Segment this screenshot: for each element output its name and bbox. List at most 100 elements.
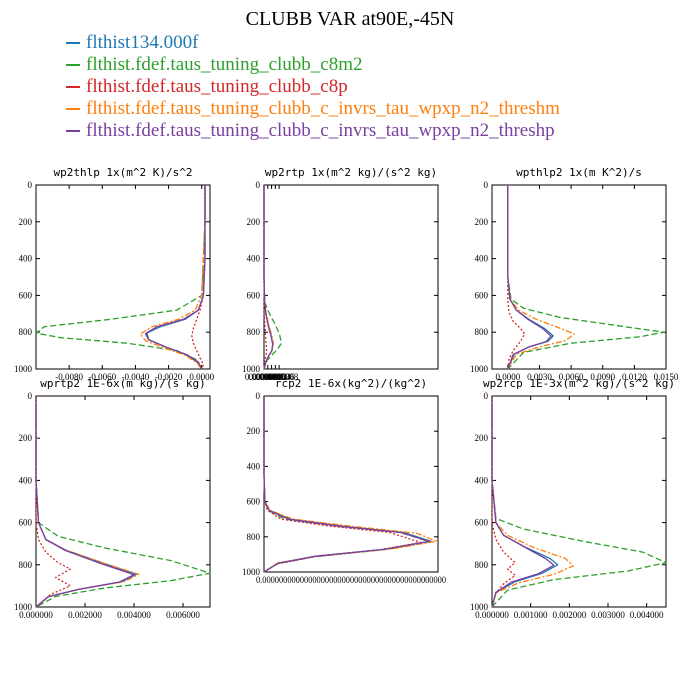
series-line — [35, 185, 206, 370]
x-tick-label: 0.004000 — [117, 610, 151, 620]
y-tick-label: 600 — [247, 290, 261, 300]
panel-frame — [491, 184, 667, 370]
y-tick-label: 1000 — [14, 364, 33, 374]
legend-item: flthist134.000f — [66, 32, 560, 54]
legend-swatch — [66, 130, 80, 132]
y-tick-label: 1000 — [470, 364, 489, 374]
panel-title: wpthlp2 1x(m K^2)/s — [516, 166, 642, 179]
y-tick-label: 400 — [247, 461, 261, 471]
y-tick-label: 400 — [475, 254, 489, 264]
legend-item: flthist.fdef.taus_tuning_clubb_c_invrs_t… — [66, 120, 560, 142]
series-line — [263, 185, 274, 370]
y-tick-label: 600 — [19, 518, 33, 528]
x-tick-label: -0.0060 — [88, 372, 116, 382]
y-tick-label: 0 — [484, 180, 489, 190]
x-tick-label: 0.0000 — [495, 372, 520, 382]
legend-label: flthist.fdef.taus_tuning_clubb_c8m2 — [86, 54, 363, 75]
y-tick-label: 200 — [475, 433, 489, 443]
legend-swatch — [66, 64, 80, 66]
series-line — [35, 396, 211, 608]
y-tick-label: 0 — [28, 391, 33, 401]
series-line — [507, 185, 552, 370]
y-tick-label: 0 — [256, 391, 261, 401]
series-line — [35, 396, 135, 608]
y-tick-label: 800 — [247, 327, 261, 337]
legend-swatch — [66, 86, 80, 88]
y-tick-label: 600 — [19, 290, 33, 300]
series-line — [263, 396, 430, 573]
panel-frame — [263, 395, 439, 573]
panel-title: wp2thlp 1x(m^2 K)/s^2 — [53, 166, 192, 179]
x-tick-label: 0.0090 — [590, 372, 615, 382]
y-tick-label: 200 — [247, 426, 261, 436]
x-tick-label: 0.003000 — [591, 610, 625, 620]
legend-label: flthist.fdef.taus_tuning_clubb_c8p — [86, 76, 348, 97]
series-line — [35, 396, 71, 608]
y-tick-label: 800 — [19, 327, 33, 337]
y-tick-label: 400 — [247, 254, 261, 264]
x-tick-label: 0.001000 — [514, 610, 548, 620]
panel-title: wp2rtp 1x(m^2 kg)/(s^2 kg) — [265, 166, 437, 179]
y-tick-label: 400 — [475, 475, 489, 485]
panel-frame — [263, 184, 439, 370]
series-line — [507, 185, 575, 370]
y-tick-label: 800 — [19, 560, 33, 570]
series-line — [507, 185, 526, 370]
y-tick-label: 800 — [247, 532, 261, 542]
x-tick-label: 0.002000 — [552, 610, 586, 620]
x-tick-label: 0.004000 — [630, 610, 664, 620]
x-tick-label: 0.0000000 — [245, 372, 284, 382]
y-tick-label: 600 — [475, 290, 489, 300]
panel-frame — [35, 184, 211, 370]
y-tick-label: 200 — [19, 217, 33, 227]
y-tick-label: 200 — [475, 217, 489, 227]
y-tick-label: 600 — [247, 497, 261, 507]
legend-item: flthist.fdef.taus_tuning_clubb_c8p — [66, 76, 560, 98]
y-tick-label: 0 — [256, 180, 261, 190]
y-tick-label: 1000 — [470, 602, 489, 612]
y-tick-label: 1000 — [14, 602, 33, 612]
series-line — [507, 185, 665, 370]
legend-item: flthist.fdef.taus_tuning_clubb_c_invrs_t… — [66, 98, 560, 120]
x-tick-label: 0.0000008 — [260, 372, 299, 382]
series-line — [146, 185, 206, 370]
y-tick-label: 200 — [247, 217, 261, 227]
panel-frame — [35, 395, 211, 608]
y-tick-label: 600 — [475, 518, 489, 528]
series-line — [263, 396, 422, 573]
y-tick-label: 1000 — [242, 364, 261, 374]
panel-title: rcp2 1E-6x(kg^2)/(kg^2) — [275, 377, 427, 390]
x-tick-label: 0.0000002 — [249, 372, 287, 382]
series-line — [491, 396, 555, 608]
panel-frame — [491, 395, 667, 608]
x-tick-label: -0.0080 — [55, 372, 83, 382]
x-tick-label: 0.00000000000000000000000000000000000000… — [256, 575, 446, 585]
y-tick-label: 0 — [28, 180, 33, 190]
x-tick-label: 0.0120 — [622, 372, 647, 382]
y-tick-label: 1000 — [242, 567, 261, 577]
series-line — [35, 396, 140, 608]
series-line — [139, 185, 206, 370]
y-tick-label: 400 — [19, 254, 33, 264]
legend-swatch — [66, 108, 80, 110]
series-line — [263, 396, 437, 573]
legend-label: flthist.fdef.taus_tuning_clubb_c_invrs_t… — [86, 120, 555, 141]
legend-label: flthist134.000f — [86, 32, 199, 53]
panel-title: wprtp2 1E-6x(m kg)/(s kg) — [40, 377, 206, 390]
legend: flthist134.000f flthist.fdef.taus_tuning… — [66, 32, 560, 142]
figure-title: CLUBB VAR at90E,-45N — [245, 8, 455, 30]
x-tick-label: 0.0000004 — [252, 372, 291, 382]
x-tick-label: 0.0150 — [654, 372, 679, 382]
x-tick-label: 0.006000 — [166, 610, 200, 620]
x-tick-label: 0.000000 — [475, 610, 509, 620]
y-tick-label: 800 — [475, 560, 489, 570]
x-tick-label: 0.0030 — [527, 372, 552, 382]
x-tick-label: 0.002000 — [68, 610, 102, 620]
x-tick-label: 0.000000 — [19, 610, 53, 620]
legend-label: flthist.fdef.taus_tuning_clubb_c_invrs_t… — [86, 98, 560, 119]
y-tick-label: 400 — [19, 475, 33, 485]
panel-title: wp2rcp 1E-3x(m^2 kg)/(s^2 kg) — [483, 377, 675, 390]
x-tick-label: 0.0000006 — [256, 372, 295, 382]
x-tick-label: 0.0000 — [189, 372, 214, 382]
